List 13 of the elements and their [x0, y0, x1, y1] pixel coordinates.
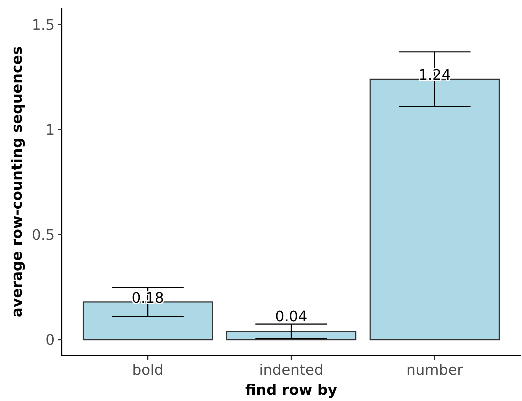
bar: [370, 78, 500, 341]
y-tick-label: 1.5: [32, 18, 55, 34]
x-tick-label: bold: [132, 363, 164, 379]
bar: [226, 331, 357, 341]
y-tick-label: 0.5: [32, 228, 55, 244]
bar: [82, 302, 214, 341]
x-tick-label: number: [406, 363, 464, 379]
y-tick-label: 0: [46, 333, 55, 350]
y-axis-title: average row-counting sequences: [10, 46, 26, 318]
x-axis-title: find row by: [246, 383, 338, 399]
y-tick-label: 1: [46, 122, 55, 139]
data-label: 0.04: [275, 309, 308, 326]
x-tick-label: indented: [259, 363, 324, 379]
